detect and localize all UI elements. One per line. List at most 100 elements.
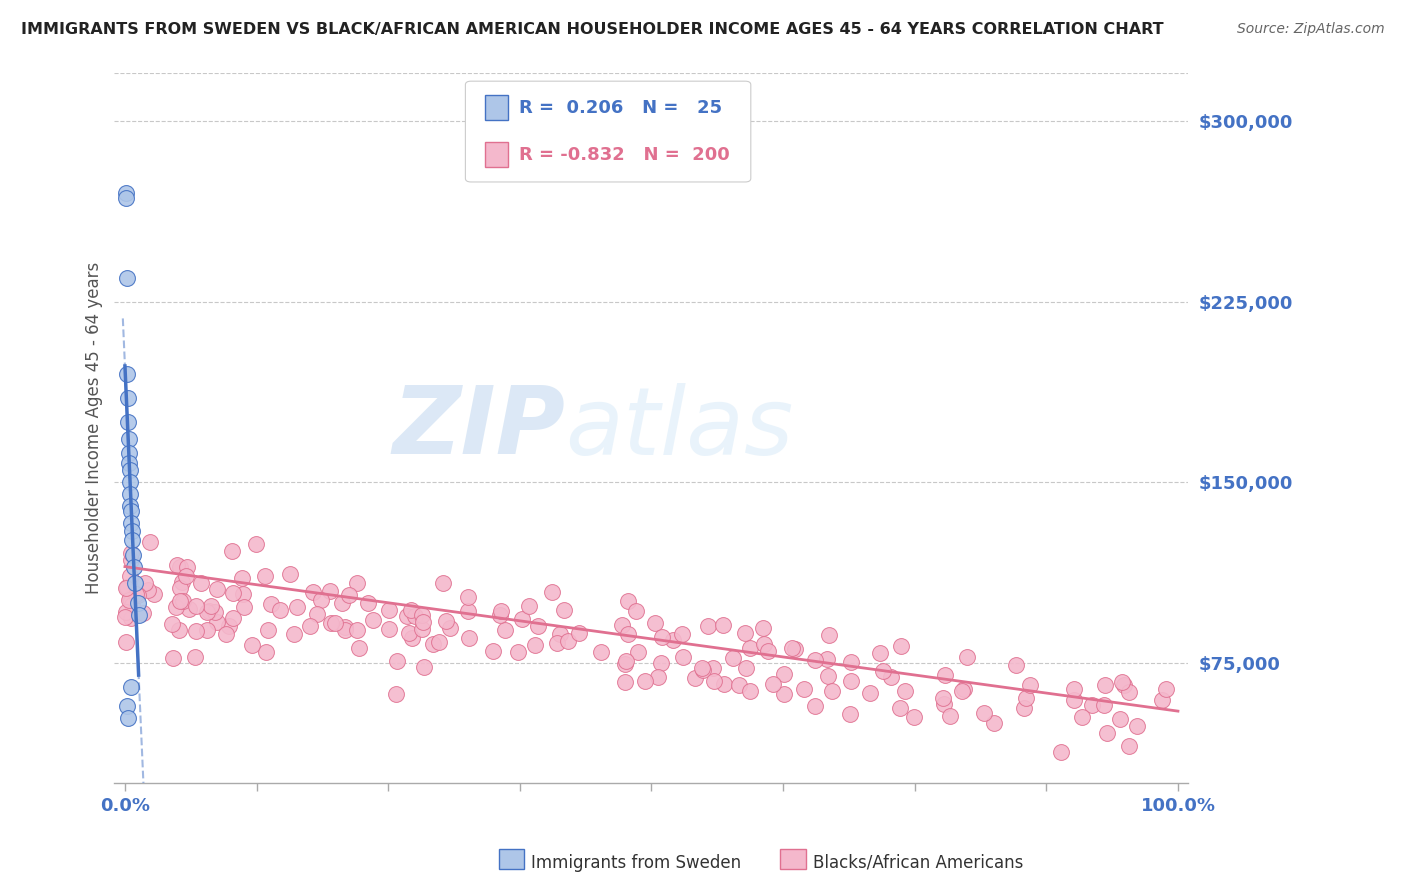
Point (184, 624, 207, 639)
Point (872, 664, 894, 678)
Point (956, 650, 979, 665)
Point (172, 593, 194, 607)
Point (200, 599, 222, 614)
Point (330, 597, 353, 611)
Point (524, 638, 547, 652)
Point (184, 650, 207, 665)
Point (254, 568, 277, 582)
Point (222, 586, 245, 600)
Point (232, 600, 254, 615)
Point (160, 617, 183, 632)
Point (756, 644, 779, 658)
Point (301, 585, 323, 599)
Point (114, 605, 136, 619)
Point (932, 690, 955, 705)
Point (1126, 719, 1149, 733)
Point (626, 604, 648, 618)
Point (762, 677, 785, 691)
Point (127, 596, 149, 610)
Point (817, 628, 839, 642)
Point (411, 622, 433, 636)
Point (644, 615, 666, 630)
Point (384, 687, 406, 701)
Point (839, 674, 862, 689)
Point (134, 576, 156, 591)
Text: atlas: atlas (565, 383, 794, 474)
Point (115, 635, 138, 649)
Point (396, 608, 419, 623)
Point (398, 625, 420, 640)
Point (1063, 693, 1085, 707)
Point (434, 614, 457, 628)
Point (115, 191, 138, 205)
Text: Blacks/African Americans: Blacks/African Americans (813, 854, 1024, 871)
Point (232, 587, 254, 601)
Point (305, 607, 328, 622)
Point (120, 593, 142, 607)
Point (169, 594, 191, 608)
Point (128, 607, 150, 622)
Point (1063, 682, 1085, 697)
Point (1004, 658, 1026, 673)
Point (401, 631, 423, 645)
Point (519, 599, 541, 613)
Point (120, 504, 142, 518)
Point (650, 656, 672, 670)
Point (319, 584, 342, 599)
Point (411, 608, 433, 623)
Point (821, 684, 844, 698)
Point (120, 516, 142, 531)
Point (1109, 712, 1132, 726)
Point (260, 597, 283, 611)
Point (269, 603, 291, 617)
Point (510, 612, 533, 626)
Point (169, 581, 191, 595)
Point (973, 706, 995, 720)
Point (1095, 726, 1118, 740)
Point (1081, 698, 1104, 712)
Point (363, 613, 385, 627)
Point (697, 618, 720, 632)
Point (120, 500, 142, 514)
Point (752, 637, 775, 651)
Point (634, 673, 657, 688)
Point (1050, 745, 1073, 759)
Point (713, 677, 735, 691)
Point (432, 576, 454, 591)
Point (617, 626, 640, 640)
Point (735, 661, 758, 675)
Point (257, 623, 280, 637)
Point (120, 546, 142, 560)
Point (377, 622, 399, 636)
Point (489, 604, 512, 618)
Point (184, 599, 207, 614)
Point (120, 610, 142, 624)
Point (245, 536, 267, 550)
Point (299, 618, 322, 632)
Point (613, 674, 636, 689)
Point (176, 559, 198, 574)
Point (740, 684, 762, 698)
Point (174, 568, 197, 582)
Point (1092, 698, 1115, 712)
Point (120, 475, 142, 490)
Point (903, 709, 925, 723)
Point (120, 568, 142, 582)
Point (527, 618, 550, 632)
Point (839, 656, 862, 670)
Text: R =  0.206   N =   25: R = 0.206 N = 25 (519, 99, 721, 117)
Point (553, 603, 575, 617)
Point (412, 660, 434, 674)
Point (671, 626, 693, 640)
Point (118, 591, 141, 605)
Point (118, 592, 141, 607)
Point (124, 559, 146, 574)
Point (568, 625, 591, 640)
Point (890, 639, 912, 653)
Point (1015, 690, 1038, 705)
Point (734, 625, 756, 640)
Point (457, 604, 479, 618)
Point (114, 610, 136, 624)
Point (117, 711, 139, 725)
Point (1018, 678, 1040, 692)
